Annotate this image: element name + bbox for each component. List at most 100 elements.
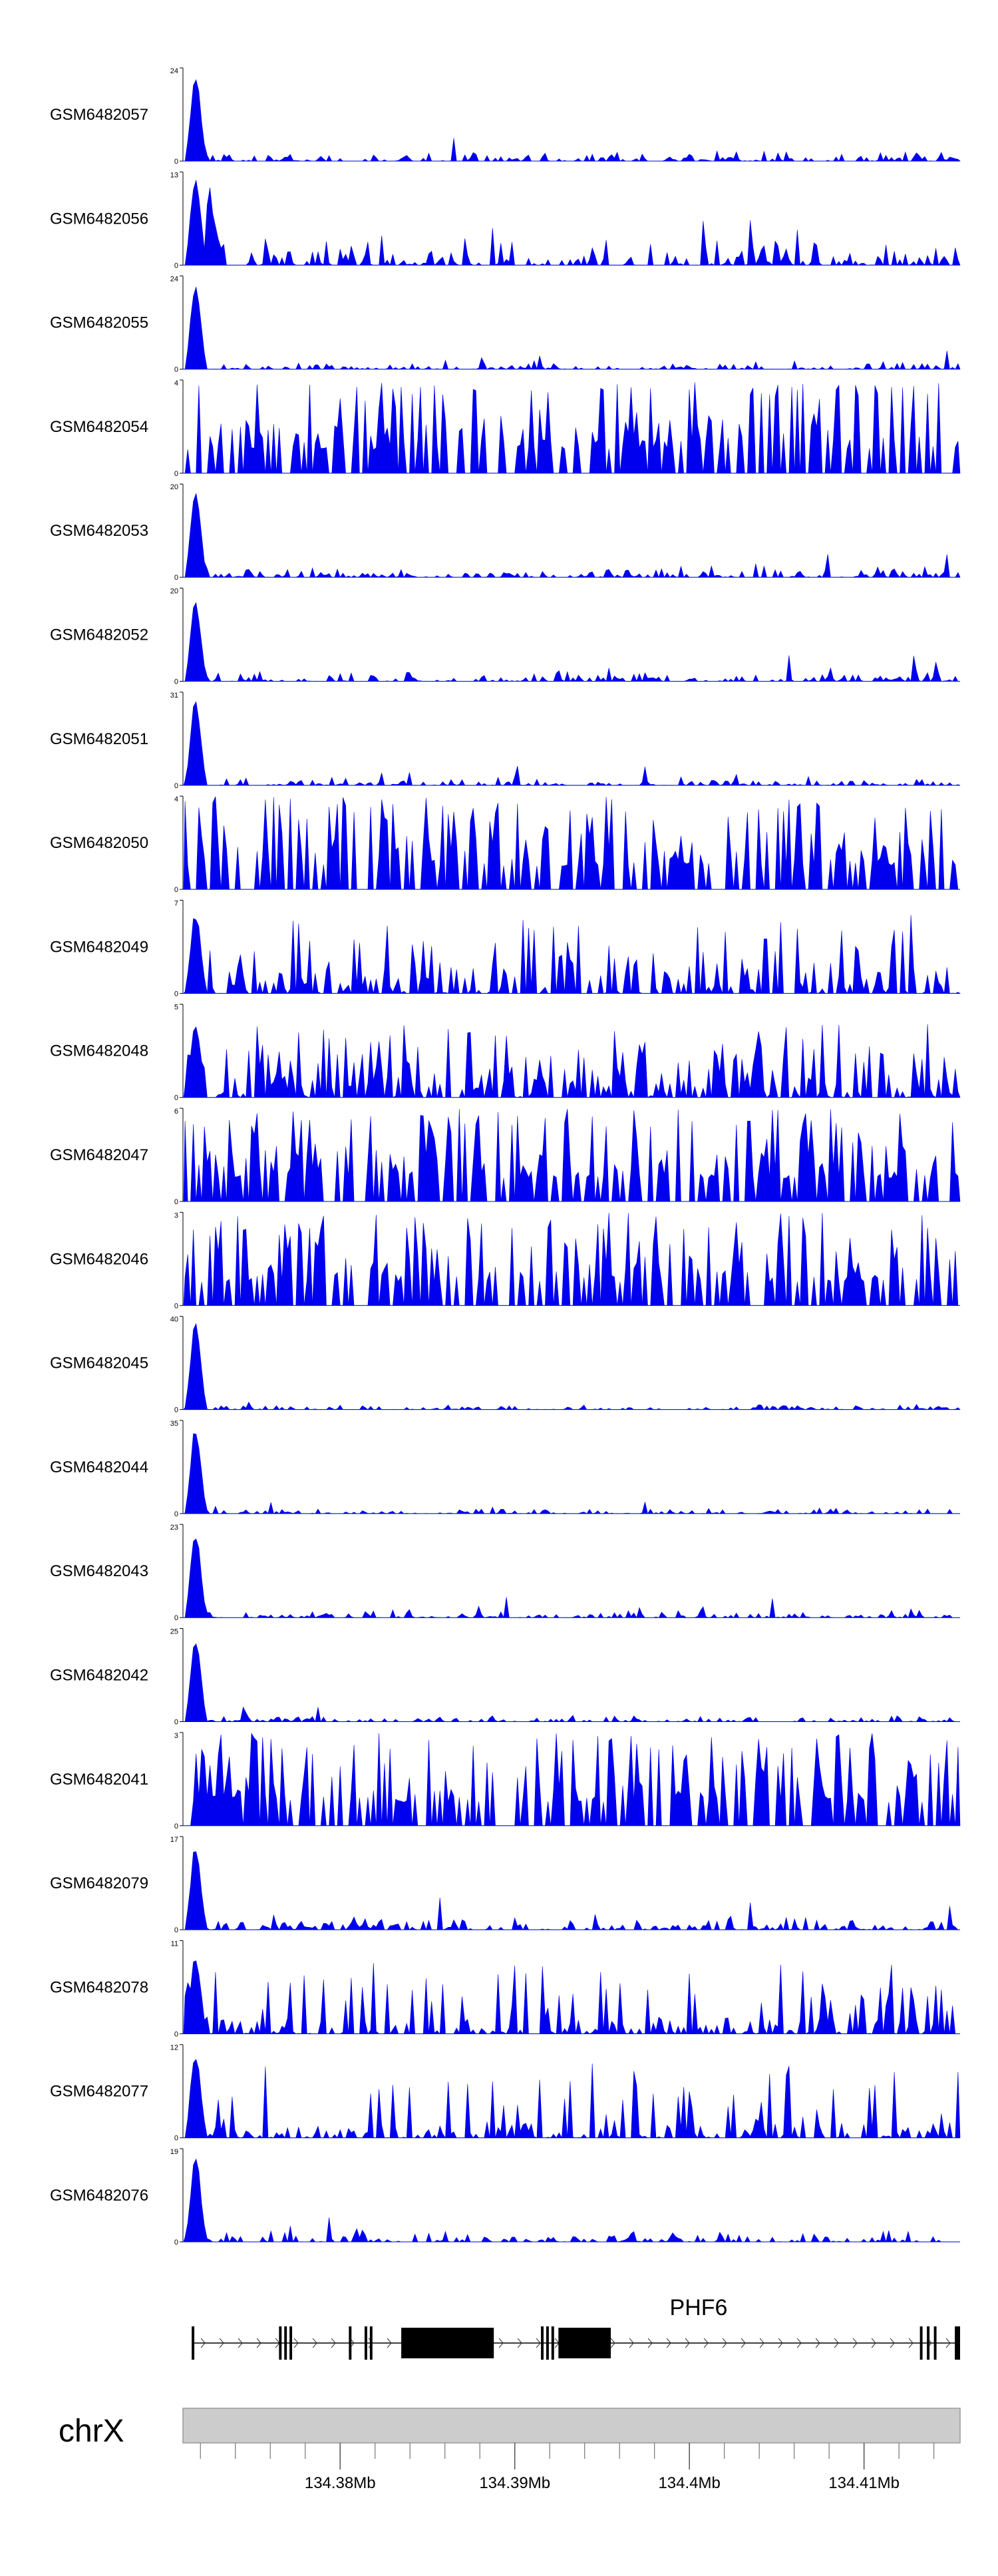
axis-tick-label: 134.39Mb bbox=[479, 2474, 550, 2492]
track-GSM6482056: GSM6482056 13 0 bbox=[50, 171, 961, 270]
track-label: GSM6482041 bbox=[50, 1771, 148, 1789]
track-GSM6482047: GSM6482047 6 0 bbox=[50, 1108, 961, 1206]
y-tick-label-max: 35 bbox=[170, 1420, 178, 1428]
coverage-area bbox=[183, 796, 960, 890]
y-tick-label-max: 5 bbox=[174, 1004, 178, 1012]
y-tick-label-max: 4 bbox=[174, 379, 178, 387]
y-tick-label-min: 0 bbox=[174, 366, 178, 374]
track-label: GSM6482049 bbox=[50, 938, 148, 956]
track-GSM6482043: GSM6482043 23 0 bbox=[50, 1524, 960, 1622]
track-GSM6482050: GSM6482050 4 0 bbox=[50, 795, 960, 894]
exon bbox=[369, 2326, 373, 2360]
coverage-area bbox=[183, 1323, 961, 1410]
strand-arrow bbox=[256, 2338, 261, 2348]
track-GSM6482078: GSM6482078 11 0 bbox=[50, 1940, 960, 2038]
exon bbox=[541, 2326, 544, 2360]
track-label: GSM6482042 bbox=[50, 1667, 148, 1685]
y-tick-label-max: 31 bbox=[170, 692, 178, 700]
coverage-area bbox=[184, 1538, 960, 1618]
axis-tick-label: 134.38Mb bbox=[305, 2474, 376, 2492]
track-label: GSM6482054 bbox=[50, 418, 148, 436]
coverage-area bbox=[184, 1851, 960, 1931]
strand-arrow bbox=[387, 2338, 392, 2348]
y-tick-label-min: 0 bbox=[174, 262, 178, 270]
y-tick-label-max: 6 bbox=[174, 1108, 178, 1116]
track-label: GSM6482076 bbox=[50, 2187, 148, 2205]
coverage-area bbox=[184, 602, 960, 682]
exon bbox=[349, 2326, 352, 2360]
y-tick-label-max: 25 bbox=[170, 1628, 178, 1636]
y-tick-label-max: 12 bbox=[170, 2044, 178, 2052]
coverage-area bbox=[184, 1733, 961, 1826]
strand-arrow bbox=[312, 2338, 317, 2348]
track-GSM6482079: GSM6482079 17 0 bbox=[50, 1836, 960, 1934]
strand-arrow bbox=[498, 2338, 504, 2348]
strand-arrow bbox=[908, 2338, 914, 2348]
y-tick-label-max: 7 bbox=[174, 899, 178, 907]
strand-arrow bbox=[219, 2338, 224, 2348]
y-tick-label-min: 0 bbox=[174, 1823, 178, 1830]
track-GSM6482052: GSM6482052 20 0 bbox=[50, 588, 960, 686]
coverage-area bbox=[184, 180, 961, 266]
track-GSM6482053: GSM6482053 20 0 bbox=[50, 483, 961, 582]
track-GSM6482041: GSM6482041 3 0 bbox=[50, 1732, 961, 1830]
coverage-area bbox=[183, 1960, 960, 2035]
track-label: GSM6482043 bbox=[50, 1562, 148, 1580]
exon bbox=[279, 2326, 282, 2360]
coverage-area bbox=[183, 1024, 961, 1098]
y-tick-label-min: 0 bbox=[174, 470, 178, 478]
exon bbox=[927, 2326, 930, 2360]
track-GSM6482046: GSM6482046 3 0 bbox=[50, 1211, 960, 1310]
y-tick-label-min: 0 bbox=[174, 1406, 178, 1414]
y-tick-label-max: 19 bbox=[170, 2148, 178, 2156]
track-label: GSM6482044 bbox=[50, 1458, 148, 1476]
track-label: GSM6482047 bbox=[50, 1146, 148, 1164]
strand-arrow bbox=[200, 2338, 206, 2348]
strand-arrow bbox=[741, 2338, 746, 2348]
y-tick-label-max: 24 bbox=[170, 67, 178, 75]
y-tick-label-min: 0 bbox=[174, 574, 178, 582]
track-label: GSM6482079 bbox=[50, 1874, 148, 1892]
y-tick-label-max: 17 bbox=[170, 1836, 178, 1844]
strand-arrow bbox=[815, 2338, 820, 2348]
y-tick-label-max: 11 bbox=[171, 1940, 178, 1948]
track-label: GSM6482048 bbox=[50, 1042, 148, 1060]
coverage-area bbox=[183, 1213, 960, 1306]
coverage-area bbox=[184, 287, 961, 370]
track-GSM6482049: GSM6482049 7 0 bbox=[50, 899, 961, 998]
y-tick-label-max: 3 bbox=[174, 1732, 178, 1740]
strand-arrow bbox=[834, 2338, 839, 2348]
exon bbox=[401, 2328, 494, 2358]
coverage-area bbox=[182, 1433, 960, 1514]
y-tick-label-min: 0 bbox=[174, 990, 178, 998]
axis-tick-label: 134.4Mb bbox=[658, 2474, 720, 2492]
exon bbox=[558, 2328, 611, 2358]
strand-arrow bbox=[331, 2338, 336, 2348]
track-label: GSM6482055 bbox=[50, 314, 148, 332]
strand-arrow bbox=[685, 2338, 690, 2348]
axis-tick-label: 134.41Mb bbox=[828, 2474, 900, 2492]
exon bbox=[364, 2326, 367, 2360]
y-tick-label-min: 0 bbox=[174, 2135, 178, 2143]
track-GSM6482045: GSM6482045 40 0 bbox=[50, 1316, 961, 1414]
gene-track: PHF6 bbox=[192, 2295, 960, 2360]
exon bbox=[955, 2326, 960, 2360]
track-GSM6482042: GSM6482042 25 0 bbox=[50, 1628, 960, 1727]
chromosome-label: chrX bbox=[59, 2414, 124, 2449]
y-tick-label-min: 0 bbox=[174, 1719, 178, 1727]
y-tick-label-min: 0 bbox=[174, 1094, 178, 1102]
strand-arrow bbox=[796, 2338, 802, 2348]
y-tick-label-min: 0 bbox=[174, 158, 178, 166]
track-GSM6482076: GSM6482076 19 0 bbox=[50, 2148, 960, 2247]
y-tick-label-min: 0 bbox=[174, 1926, 178, 1934]
strand-arrow bbox=[666, 2338, 671, 2348]
y-tick-label-min: 0 bbox=[174, 2239, 178, 2247]
strand-arrow bbox=[238, 2338, 243, 2348]
strand-arrow bbox=[778, 2338, 783, 2348]
coverage-area bbox=[184, 1643, 960, 1723]
exon bbox=[933, 2326, 937, 2360]
y-tick-label-min: 0 bbox=[174, 886, 178, 894]
track-label: GSM6482045 bbox=[50, 1355, 148, 1373]
y-tick-label-max: 20 bbox=[170, 483, 178, 491]
